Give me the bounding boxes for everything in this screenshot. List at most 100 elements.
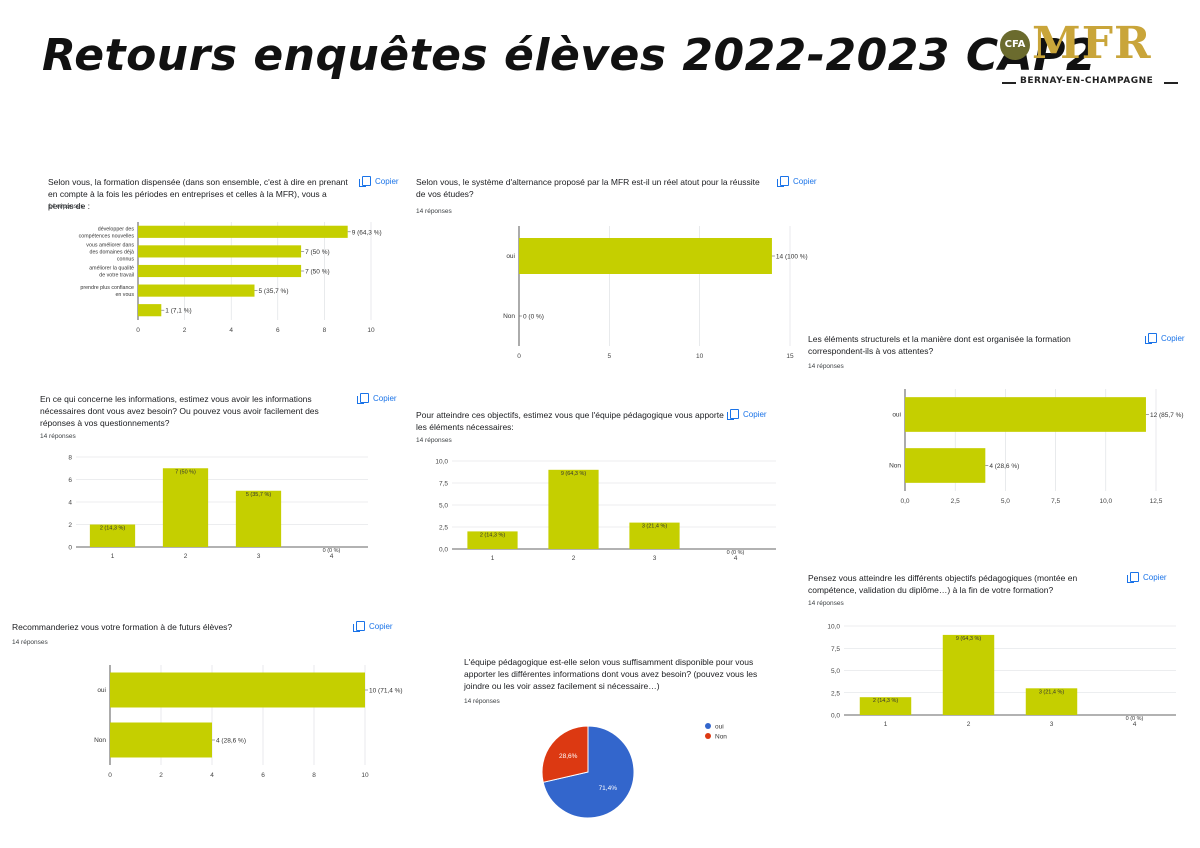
category-label: vous améliorer dans bbox=[86, 242, 134, 248]
question-text: L'équipe pédagogique est-elle selon vous… bbox=[464, 657, 758, 691]
x-tick-label: 7,5 bbox=[1051, 498, 1060, 505]
x-tick-label: 10 bbox=[361, 772, 369, 779]
copy-button[interactable]: Copier bbox=[357, 393, 397, 404]
copy-label: Copier bbox=[375, 176, 399, 186]
copy-button[interactable]: Copier bbox=[777, 176, 817, 187]
y-tick-label: 4 bbox=[68, 500, 72, 507]
pie-slice bbox=[541, 725, 589, 783]
x-tick-label: 5 bbox=[608, 353, 612, 360]
logo-rule-left bbox=[1002, 82, 1016, 84]
bar bbox=[138, 225, 348, 238]
x-tick-label: 10 bbox=[696, 353, 704, 360]
y-tick-label: 0,0 bbox=[439, 547, 448, 554]
category-label: améliorer la qualité bbox=[89, 266, 134, 272]
value-label: 7 (50 %) bbox=[305, 269, 330, 276]
x-tick-label: 2 bbox=[159, 772, 163, 779]
legend-marker bbox=[705, 723, 711, 729]
x-tick-label: 0 bbox=[517, 353, 521, 360]
responses-count: 14 réponses bbox=[808, 363, 844, 370]
slice-label: 28,6% bbox=[559, 753, 578, 760]
bar bbox=[138, 284, 255, 297]
category-label: en vous bbox=[115, 292, 134, 298]
bar bbox=[89, 524, 136, 547]
bar bbox=[859, 697, 912, 715]
legend-label: Non bbox=[715, 734, 727, 741]
value-label: 7 (50 %) bbox=[305, 249, 330, 256]
copy-button[interactable]: Copier bbox=[353, 621, 393, 632]
y-tick-label: 0 bbox=[68, 545, 72, 552]
x-tick-label: 6 bbox=[276, 327, 280, 334]
y-tick-label: 2,5 bbox=[831, 690, 840, 697]
chart-card-formation: Selon vous, la formation dispensée (dans… bbox=[46, 176, 406, 346]
x-tick-label: 10 bbox=[367, 327, 375, 334]
copy-label: Copier bbox=[1143, 572, 1167, 582]
x-tick-label: 8 bbox=[312, 772, 316, 779]
pie-slice bbox=[542, 725, 635, 819]
x-tick-label: 3 bbox=[257, 553, 261, 560]
copy-button[interactable]: Copier bbox=[359, 176, 399, 187]
y-tick-label: 2,5 bbox=[439, 525, 448, 532]
question-text: Pensez vous atteindre les différents obj… bbox=[808, 573, 1078, 595]
chart-objectifs: 0,0 2,5 5,0 7,5 10,0 2 (14,3 %) 1 9 (64,3 %) 2 3 … bbox=[827, 624, 1176, 728]
category-label: prendre plus confiance bbox=[80, 285, 134, 291]
y-tick-label: 10,0 bbox=[435, 459, 448, 466]
value-label: 7 (50 %) bbox=[175, 469, 196, 475]
responses-count: 14 réponses bbox=[416, 437, 452, 444]
chart-card-objectifs: Pensez vous atteindre les différents obj… bbox=[808, 572, 1192, 732]
x-tick-label: 2,5 bbox=[951, 498, 960, 505]
logo-city: BERNAY-EN-CHAMPAGNE bbox=[1020, 76, 1154, 86]
value-label: 9 (64,3 %) bbox=[561, 471, 587, 477]
bar bbox=[110, 722, 212, 758]
copy-icon bbox=[1145, 333, 1157, 344]
question-text: Selon vous, le système d'alternance prop… bbox=[416, 177, 760, 199]
chart-card-disponibilite: L'équipe pédagogique est-elle selon vous… bbox=[464, 656, 794, 824]
legend-marker bbox=[705, 733, 711, 739]
copy-button[interactable]: Copier bbox=[1127, 572, 1167, 583]
copy-icon bbox=[353, 621, 365, 632]
x-tick-label: 15 bbox=[786, 353, 794, 360]
mfr-logo: CFA MFR BERNAY-EN-CHAMPAGNE bbox=[998, 18, 1178, 92]
x-tick-label: 8 bbox=[323, 327, 327, 334]
value-label: 2 (14,3 %) bbox=[873, 698, 899, 704]
responses-count: 14 réponses bbox=[40, 433, 76, 440]
copy-icon bbox=[1127, 572, 1139, 583]
value-label: 14 (100 %) bbox=[776, 254, 808, 261]
x-tick-label: 4 bbox=[330, 553, 334, 560]
chart-disponibilite: 71,4% 28,6% oui Non bbox=[541, 723, 727, 819]
x-tick-label: 4 bbox=[210, 772, 214, 779]
y-tick-label: 5,0 bbox=[439, 503, 448, 510]
copy-icon bbox=[357, 393, 369, 404]
value-label: 12 (85,7 %) bbox=[1150, 412, 1184, 419]
value-label: 2 (14,3 %) bbox=[480, 532, 506, 538]
x-tick-label: 1 bbox=[884, 721, 888, 728]
x-tick-label: 4 bbox=[229, 327, 233, 334]
category-label: Non bbox=[94, 737, 106, 744]
copy-label: Copier bbox=[373, 393, 397, 403]
x-tick-label: 2 bbox=[572, 555, 576, 562]
y-tick-label: 2 bbox=[68, 522, 72, 529]
y-tick-label: 8 bbox=[68, 455, 72, 462]
value-label: 4 (28,6 %) bbox=[216, 738, 246, 745]
copy-label: Copier bbox=[1161, 333, 1185, 343]
x-tick-label: 10,0 bbox=[1099, 498, 1112, 505]
bar bbox=[942, 634, 995, 715]
cfa-badge: CFA bbox=[1000, 30, 1030, 60]
logo-rule-right bbox=[1164, 82, 1178, 84]
category-label: compétences nouvelles bbox=[79, 233, 135, 239]
value-label: 0 (0 %) bbox=[523, 314, 544, 321]
copy-button[interactable]: Copier bbox=[727, 409, 767, 420]
y-tick-label: 5,0 bbox=[831, 668, 840, 675]
value-label: 0 (0 %) bbox=[727, 550, 745, 556]
x-tick-label: 3 bbox=[653, 555, 657, 562]
value-label: 2 (14,3 %) bbox=[100, 526, 126, 532]
page-title: Retours enquêtes élèves 2022-2023 CAP2 bbox=[42, 30, 1098, 81]
chart-card-informations: En ce qui concerne les informations, est… bbox=[40, 393, 410, 563]
value-label: 1 (7,1 %) bbox=[165, 308, 191, 315]
category-label: oui bbox=[506, 253, 515, 260]
copy-button[interactable]: Copier bbox=[1145, 333, 1185, 344]
category-label: oui bbox=[892, 412, 901, 419]
bar bbox=[467, 531, 518, 549]
x-tick-label: 2 bbox=[184, 553, 188, 560]
copy-icon bbox=[359, 176, 371, 187]
